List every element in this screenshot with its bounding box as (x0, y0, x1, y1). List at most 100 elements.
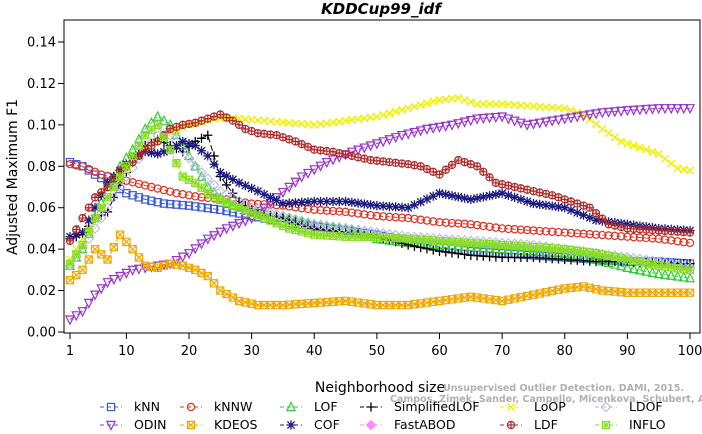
data-point (635, 233, 645, 242)
data-point (447, 191, 457, 201)
data-point (184, 201, 194, 210)
data-point (415, 126, 426, 137)
data-point (191, 202, 200, 211)
data-point (685, 288, 695, 297)
data-point (240, 216, 251, 227)
data-point (78, 265, 87, 275)
data-point (240, 181, 250, 191)
legend-label: LOF (314, 399, 338, 414)
data-point (372, 211, 382, 221)
data-point (434, 188, 445, 198)
data-point (341, 207, 350, 217)
data-point (591, 230, 601, 239)
data-point (585, 230, 594, 239)
data-point (216, 205, 225, 214)
data-point (84, 215, 94, 225)
data-point (510, 225, 519, 234)
data-point (166, 145, 175, 154)
data-point (641, 104, 652, 116)
data-point (84, 227, 93, 236)
y-tick-label: 0.00 (27, 326, 56, 341)
data-point (272, 219, 281, 228)
data-point (667, 236, 676, 245)
legend-marker (186, 420, 196, 430)
legend-item-ldof: LDOF (595, 399, 663, 414)
data-point (391, 213, 400, 222)
data-point (454, 219, 463, 228)
data-point (115, 271, 126, 283)
data-point (565, 113, 577, 124)
legend-marker (286, 420, 296, 430)
data-point (202, 234, 213, 245)
data-point (302, 217, 314, 229)
data-point (371, 139, 382, 150)
data-point (321, 157, 332, 169)
data-point (247, 183, 257, 193)
legend: kNN kNNW LOF SimplifiedLOF LoOP LDOF ODIN KDEOS… (100, 399, 666, 432)
data-point (653, 104, 664, 115)
data-point (391, 202, 401, 212)
data-point (447, 160, 457, 170)
data-point (598, 230, 607, 240)
data-point (322, 196, 332, 207)
data-point (140, 195, 150, 204)
data-point (685, 238, 695, 248)
legend-marker (365, 419, 377, 431)
data-point (97, 203, 106, 212)
data-point (140, 181, 150, 190)
y-tick-label: 0.04 (27, 243, 56, 258)
data-point (478, 192, 488, 202)
data-point (97, 170, 106, 179)
data-point (259, 213, 269, 223)
x-tick-label: 100 (678, 344, 702, 359)
data-point (146, 148, 157, 158)
data-point (65, 160, 75, 169)
data-point (384, 201, 394, 212)
data-point (653, 268, 664, 279)
data-point (529, 102, 538, 111)
legend-item-lof: LOF (280, 399, 338, 414)
data-point (109, 182, 118, 192)
data-point (685, 265, 695, 275)
data-point (404, 104, 413, 113)
data-point (72, 225, 81, 234)
data-point (147, 196, 156, 206)
data-point (485, 222, 494, 231)
data-point (84, 255, 93, 264)
x-tick-label: 60 (431, 344, 448, 359)
data-point (196, 170, 207, 181)
data-point (197, 203, 206, 212)
data-point (422, 244, 432, 254)
data-point (108, 274, 119, 286)
data-point (65, 236, 75, 246)
data-point (410, 102, 419, 111)
data-point (385, 212, 394, 222)
data-point (89, 290, 101, 301)
data-point (603, 107, 614, 118)
data-point (190, 244, 201, 255)
data-point (284, 198, 294, 208)
data-point (460, 95, 469, 105)
data-point (127, 265, 138, 276)
data-point (547, 116, 558, 127)
x-tick-label: 90 (619, 344, 636, 359)
legend-marker (506, 402, 516, 412)
data-point (84, 203, 93, 212)
data-point (178, 136, 188, 147)
data-point (222, 198, 231, 207)
data-point (497, 224, 507, 233)
data-point (302, 168, 314, 179)
data-point (684, 272, 696, 283)
data-point (516, 225, 526, 234)
data-point (504, 224, 513, 234)
data-point (610, 231, 620, 241)
y-axis-title: Adjusted Maximum F1 (5, 99, 21, 255)
data-point (322, 206, 331, 215)
data-point (315, 219, 326, 231)
data-point (498, 100, 507, 109)
y-tick-label: 0.12 (27, 77, 56, 92)
data-point (410, 214, 419, 224)
data-point (641, 265, 652, 276)
data-point (622, 106, 633, 117)
data-point (259, 189, 269, 199)
